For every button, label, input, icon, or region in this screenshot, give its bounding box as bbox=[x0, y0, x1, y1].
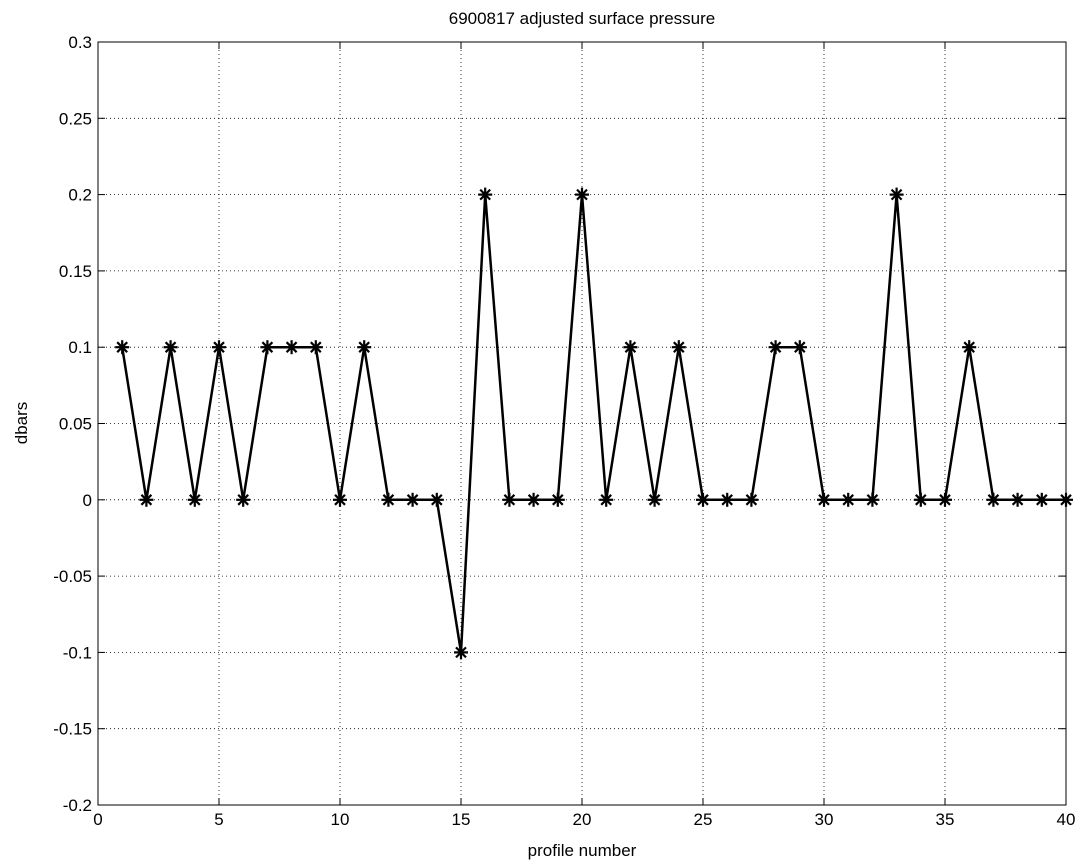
data-point-marker bbox=[1059, 492, 1073, 507]
data-point-marker bbox=[212, 340, 226, 355]
y-tick-label: 0 bbox=[83, 491, 92, 510]
data-point-marker bbox=[623, 340, 638, 355]
data-point-marker bbox=[260, 340, 275, 355]
series bbox=[120, 194, 1066, 653]
data-point-marker bbox=[333, 492, 347, 507]
data-point-marker bbox=[986, 492, 1001, 507]
data-point-marker bbox=[187, 492, 202, 507]
data-point-marker bbox=[163, 340, 178, 355]
x-tick-label: 15 bbox=[452, 810, 471, 829]
y-tick-label: -0.2 bbox=[63, 796, 92, 815]
data-point-marker bbox=[865, 492, 880, 507]
data-point-marker bbox=[139, 492, 154, 507]
data-point-marker bbox=[115, 340, 130, 355]
x-axis-label: profile number bbox=[528, 841, 637, 860]
data-point-marker bbox=[429, 492, 444, 507]
data-point-marker bbox=[841, 492, 856, 507]
data-point-marker bbox=[236, 492, 251, 507]
y-tick-label: 0.2 bbox=[68, 186, 92, 205]
chart-title: 6900817 adjusted surface pressure bbox=[449, 9, 716, 28]
data-point-marker bbox=[1010, 492, 1025, 507]
axes bbox=[97, 41, 1067, 806]
data-point-marker bbox=[768, 340, 783, 355]
series-line bbox=[120, 194, 1066, 653]
data-point-marker bbox=[308, 340, 323, 355]
y-tick-label: 0.3 bbox=[68, 33, 92, 52]
y-tick-label: -0.05 bbox=[53, 567, 92, 586]
y-tick-label: -0.1 bbox=[63, 643, 92, 662]
data-point-marker bbox=[889, 187, 904, 202]
data-point-marker bbox=[792, 340, 807, 355]
data-point-marker bbox=[647, 492, 662, 507]
data-point-marker bbox=[381, 492, 396, 507]
data-point-marker bbox=[599, 492, 614, 507]
data-point-marker bbox=[575, 187, 589, 202]
data-point-marker bbox=[720, 492, 735, 507]
data-point-marker bbox=[357, 340, 372, 355]
data-point-marker bbox=[550, 492, 565, 507]
y-tick-label: 0.15 bbox=[59, 262, 92, 281]
y-axis-label: dbars bbox=[12, 402, 31, 445]
data-point-marker bbox=[454, 645, 468, 660]
data-point-marker bbox=[938, 492, 952, 507]
data-point-marker bbox=[913, 492, 928, 507]
data-point-marker bbox=[526, 492, 541, 507]
y-tick-label: 0.25 bbox=[59, 109, 92, 128]
x-tick-label: 10 bbox=[331, 810, 350, 829]
y-tick-label: 0.05 bbox=[59, 415, 92, 434]
y-tick-label: -0.15 bbox=[53, 720, 92, 739]
x-tick-label: 35 bbox=[936, 810, 955, 829]
data-point-marker bbox=[405, 492, 420, 507]
tick-labels: 0 5 10 15 20 25 30 35 40 -0.2 -0.15 -0.1 -0.05 0 0.05 0… bbox=[53, 33, 1075, 829]
markers bbox=[115, 187, 1073, 660]
data-point-marker bbox=[962, 340, 977, 355]
x-tick-label: 5 bbox=[214, 810, 223, 829]
data-point-marker bbox=[696, 492, 710, 507]
data-point-marker bbox=[1034, 492, 1049, 507]
data-point-marker bbox=[502, 492, 517, 507]
axes-box bbox=[97, 41, 1067, 806]
x-tick-label: 0 bbox=[93, 810, 102, 829]
data-point-marker bbox=[284, 340, 299, 355]
data-point-marker bbox=[817, 492, 831, 507]
data-point-marker bbox=[671, 340, 686, 355]
data-point-marker bbox=[744, 492, 759, 507]
x-tick-label: 30 bbox=[815, 810, 834, 829]
x-tick-label: 20 bbox=[573, 810, 592, 829]
y-tick-label: 0.1 bbox=[68, 338, 92, 357]
x-tick-label: 40 bbox=[1057, 810, 1076, 829]
x-tick-label: 25 bbox=[694, 810, 713, 829]
data-point-marker bbox=[478, 187, 493, 202]
